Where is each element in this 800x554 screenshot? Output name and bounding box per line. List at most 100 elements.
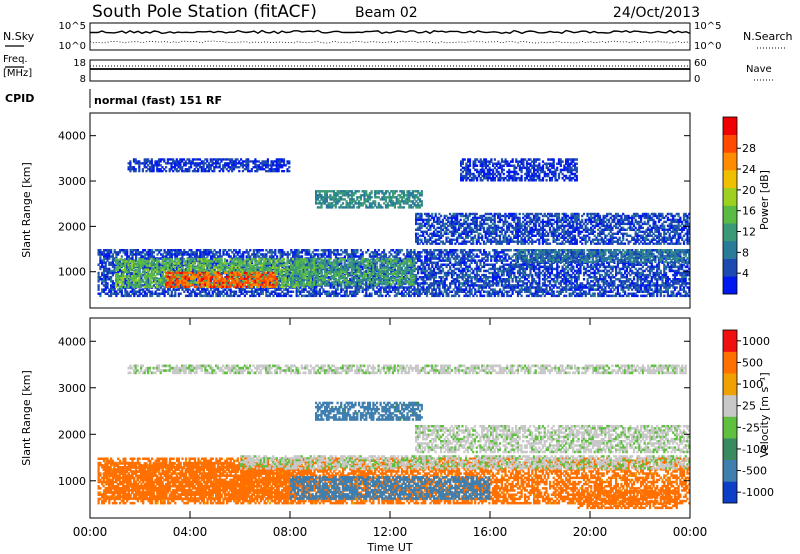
power-ytick-label-2: 3000 (58, 175, 86, 188)
noise-left-tick-top: 10^5 (59, 21, 86, 32)
velocity-region-3 (315, 401, 423, 421)
cpid-text: normal (fast) 151 RF (94, 94, 222, 107)
noise-search-trace (89, 40, 691, 44)
x-tick-label-5: 20:00 (573, 525, 608, 539)
cpid-label: CPID (5, 92, 34, 105)
power-colorbar-label-1: 8 (742, 246, 749, 259)
cpid-panel: CPID normal (fast) 151 RF (5, 89, 222, 108)
velocity-colorbar: 1000 500 100 25 -25 -100 -500 -1000 (722, 329, 774, 504)
power-colorbar-label-3: 16 (742, 205, 756, 218)
velocity-region-1 (102, 462, 303, 500)
velocity-colorbar-swatch-6 (723, 351, 737, 374)
station-title: South Pole Station (fitACF) (92, 2, 317, 22)
power-region-2 (165, 271, 278, 288)
power-ylabel: Slant Range [km] (20, 162, 33, 258)
velocity-colorbar-label-1: 500 (742, 356, 763, 369)
noise-sky-label: N.Sky (3, 30, 35, 43)
noise-search-label: N.Search (743, 30, 793, 43)
velocity-colorbar-swatch-0 (723, 481, 737, 504)
velocity-ytick-label-0: 1000 (58, 475, 86, 488)
power-frame (89, 112, 691, 309)
velocity-colorbar-label-0: 1000 (742, 335, 770, 348)
x-tick-label-0: 00:00 (73, 525, 108, 539)
freq-label-line1: Freq. (3, 54, 28, 65)
velocity-colorbar-swatch-5 (723, 373, 737, 396)
power-region-4 (315, 190, 423, 209)
power-colorbar-swatch-2 (723, 240, 737, 259)
power-colorbar-swatch-7 (723, 152, 737, 171)
velocity-colorbar-swatch-1 (723, 459, 737, 482)
velocity-data-layer (97, 364, 691, 510)
power-colorbar-swatch-9 (723, 117, 737, 135)
velocity-colorbar-label-3: 25 (742, 400, 756, 413)
x-tick-label-3: 12:00 (373, 525, 408, 539)
velocity-colorbar-swatch-4 (723, 394, 737, 417)
velocity-region-4 (240, 455, 691, 470)
x-tick-label-6: 00:00 (673, 525, 708, 539)
x-tick-label-2: 08:00 (273, 525, 308, 539)
power-region-6 (127, 158, 291, 173)
power-region-8 (515, 249, 691, 263)
freq-left-tick-top: 18 (73, 58, 86, 69)
velocity-region-6 (127, 364, 687, 375)
velocity-ytick-label-2: 3000 (58, 382, 86, 395)
power-colorbar-label-4: 20 (742, 184, 756, 197)
beam-label: Beam 02 (355, 5, 418, 21)
velocity-colorbar-label-2: 100 (742, 378, 763, 391)
velocity-y-axis: 1000 2000 3000 4000 (58, 335, 690, 488)
velocity-colorbar-swatch-7 (723, 330, 737, 352)
power-region-7 (460, 158, 578, 182)
power-y-axis: 1000 2000 3000 4000 (58, 130, 690, 279)
noise-right-tick-bottom: 10^0 (694, 41, 721, 52)
power-colorbar-frame (722, 116, 738, 295)
power-region-3 (290, 258, 416, 286)
power-colorbar-label-0: 4 (742, 267, 749, 280)
power-data-layer (97, 158, 691, 298)
velocity-colorbar-label-5: -100 (742, 443, 767, 456)
velocity-panel: 1000 2000 3000 4000 Slant Range [km] 1000 50… (20, 317, 774, 554)
time-xlabel: Time UT (366, 541, 412, 554)
velocity-colorbar-label-6: -500 (742, 465, 767, 478)
power-panel: 1000 2000 3000 4000 Slant Range [km] 4 8 12 16… (20, 112, 771, 309)
x-tick-label-4: 16:00 (473, 525, 508, 539)
freq-left-tick-bottom: 8 (80, 74, 86, 85)
time-x-axis: 00:00 04:00 08:00 12:00 16:00 20:00 00:00 (73, 318, 708, 539)
freq-right-tick-top: 60 (694, 58, 707, 69)
velocity-region-5 (415, 425, 691, 454)
frequency-panel: Freq. [MHz] 18 8 60 0 Nave (3, 54, 774, 85)
noise-right-tick-top: 10^5 (694, 21, 721, 32)
power-colorbar-swatch-6 (723, 170, 737, 189)
velocity-colorbar-label-7: -1000 (742, 486, 774, 499)
power-colorbar-swatch-3 (723, 223, 737, 242)
velocity-colorbar-frame (722, 329, 738, 504)
date-label: 24/Oct/2013 (613, 5, 700, 21)
velocity-colorbar-label: Velocity [m s⁻¹] (758, 372, 771, 457)
power-colorbar-swatch-8 (723, 134, 737, 153)
velocity-ytick-label-1: 2000 (58, 428, 86, 441)
noise-panel: N.Sky 10^5 10^0 10^5 10^0 N.Search (3, 21, 793, 52)
velocity-region-7 (577, 490, 678, 510)
velocity-colorbar-swatch-2 (723, 438, 737, 460)
power-colorbar-swatch-1 (723, 258, 737, 277)
x-tick-label-1: 04:00 (173, 525, 208, 539)
power-ytick-label-1: 2000 (58, 220, 86, 233)
power-ytick-label-3: 4000 (58, 130, 86, 143)
power-colorbar-label-6: 28 (742, 142, 756, 155)
noise-left-tick-bottom: 10^0 (59, 41, 86, 52)
freq-right-tick-bottom: 0 (694, 74, 700, 85)
velocity-ylabel: Slant Range [km] (20, 370, 33, 466)
nave-label: Nave (746, 64, 772, 75)
freq-label-line2: [MHz] (3, 68, 32, 79)
velocity-ytick-label-3: 4000 (58, 335, 86, 348)
power-ytick-label-0: 1000 (58, 266, 86, 279)
noise-sky-trace (89, 29, 691, 35)
velocity-colorbar-swatch-3 (723, 416, 737, 439)
power-colorbar: 4 8 12 16 20 24 28 (722, 116, 756, 295)
power-colorbar-label-2: 12 (742, 226, 756, 239)
power-colorbar-label-5: 24 (742, 163, 756, 176)
power-colorbar-label: Power [dB] (758, 170, 771, 230)
velocity-region-2 (290, 476, 491, 500)
power-colorbar-swatch-5 (723, 187, 737, 206)
power-colorbar-swatch-4 (723, 205, 737, 224)
